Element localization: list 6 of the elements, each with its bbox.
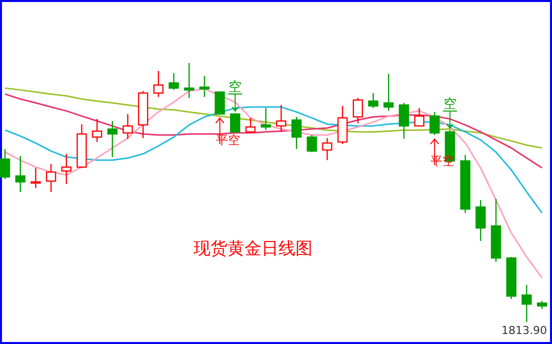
title: 现货黄金日线图 <box>194 239 312 259</box>
annotation: 空 <box>443 97 456 112</box>
annotation: 1813.90 <box>502 324 547 337</box>
annotation: 空 <box>228 80 243 112</box>
annotation: 空 <box>228 80 242 95</box>
annotation: 空 <box>442 97 458 129</box>
